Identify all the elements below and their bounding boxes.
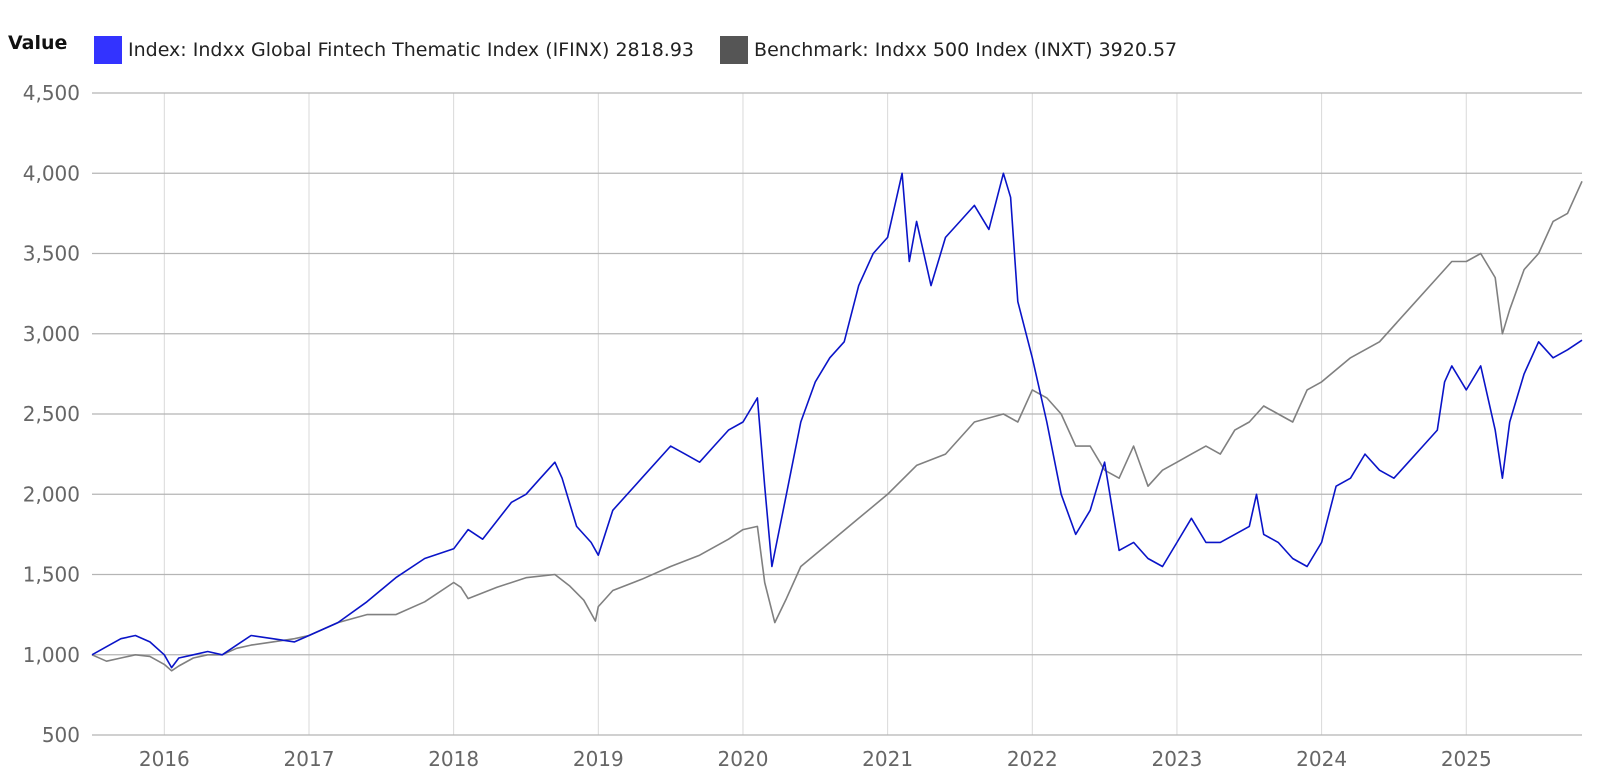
legend-series-name-benchmark: Benchmark: Indxx 500 Index (INXT) xyxy=(754,39,1093,61)
y-tick-label: 2,500 xyxy=(23,402,80,426)
series-line-benchmark xyxy=(91,180,1583,672)
y-tick-label: 1,500 xyxy=(23,563,80,587)
y-tick-label: 4,000 xyxy=(23,161,80,185)
y-tick-label: 3,500 xyxy=(23,242,80,266)
legend-swatch-index xyxy=(94,36,122,64)
legend-series-name-index: Index: Indxx Global Fintech Thematic Ind… xyxy=(128,39,610,61)
x-tick-label: 2022 xyxy=(1007,747,1058,771)
y-tick-label: 1,000 xyxy=(23,643,80,667)
x-tick-label: 2023 xyxy=(1151,747,1202,771)
x-tick-label: 2017 xyxy=(284,747,335,771)
legend-series-value-benchmark: 3920.57 xyxy=(1098,39,1178,61)
y-tick-label: 4,500 xyxy=(23,81,80,105)
series-line-index xyxy=(91,172,1583,669)
series-lines xyxy=(91,172,1583,672)
y-tick-label: 3,000 xyxy=(23,322,80,346)
x-axis-ticks: 2016 2017 2018 2019 2020 2021 2022 2023 2024 2025 xyxy=(139,747,1492,771)
legend-label-index: Index: Indxx Global Fintech Thematic Ind… xyxy=(128,39,694,61)
y-tick-label: 2,000 xyxy=(23,482,80,506)
y-axis-label: Value xyxy=(8,32,68,54)
legend: Index: Indxx Global Fintech Thematic Ind… xyxy=(94,36,1203,64)
x-tick-label: 2019 xyxy=(573,747,624,771)
x-tick-label: 2025 xyxy=(1441,747,1492,771)
x-tick-label: 2016 xyxy=(139,747,190,771)
x-tick-label: 2018 xyxy=(428,747,479,771)
legend-item-index[interactable]: Index: Indxx Global Fintech Thematic Ind… xyxy=(94,36,694,64)
legend-item-benchmark[interactable]: Benchmark: Indxx 500 Index (INXT) 3920.5… xyxy=(720,36,1177,64)
x-tick-label: 2024 xyxy=(1296,747,1347,771)
x-tick-label: 2020 xyxy=(718,747,769,771)
y-tick-label: 500 xyxy=(42,723,80,747)
y-axis-ticks: 500 1,000 1,500 2,000 2,500 3,000 3,500 4,000 4,… xyxy=(23,81,80,747)
gridlines xyxy=(92,92,1582,736)
x-tick-label: 2021 xyxy=(862,747,913,771)
legend-series-value-index: 2818.93 xyxy=(615,39,695,61)
legend-label-benchmark: Benchmark: Indxx 500 Index (INXT) 3920.5… xyxy=(754,39,1177,61)
legend-swatch-benchmark xyxy=(720,36,749,64)
